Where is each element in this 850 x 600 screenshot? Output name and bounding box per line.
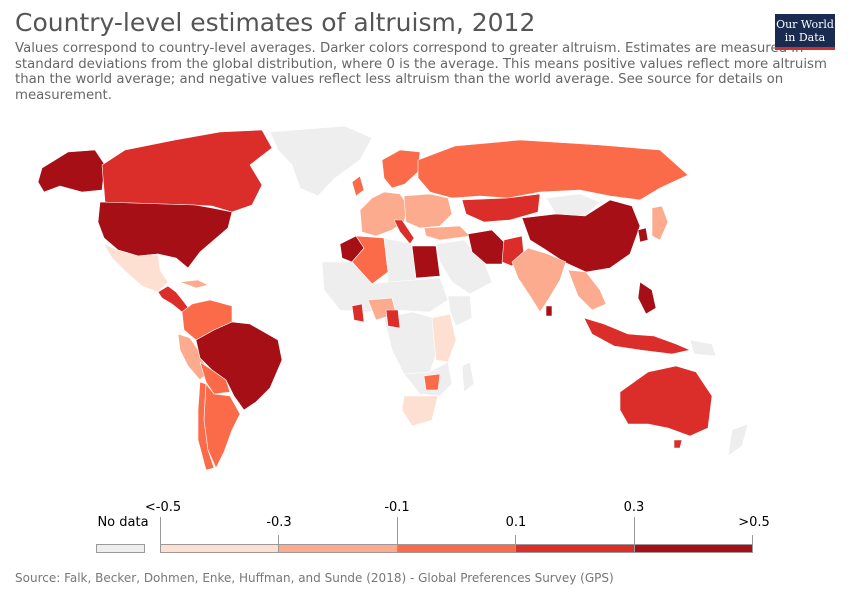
- legend-break-1: -0.3: [266, 515, 292, 530]
- legend-swatch-2: [278, 544, 398, 553]
- region-indonesia[interactable]: [583, 317, 691, 355]
- region-argentina[interactable]: [203, 383, 241, 469]
- legend-break-4: 0.3: [623, 500, 645, 515]
- region-korea[interactable]: [637, 227, 649, 243]
- chart-subtitle: Values correspond to country-level avera…: [15, 41, 827, 103]
- region-mexico[interactable]: [103, 243, 169, 293]
- region-india[interactable]: [511, 247, 567, 313]
- region-east-africa[interactable]: [431, 313, 457, 363]
- legend-no-data-swatch: [96, 544, 145, 553]
- legend-swatch-4: [515, 544, 635, 553]
- region-scandinavia[interactable]: [381, 149, 421, 189]
- region-australia[interactable]: [619, 365, 713, 437]
- region-zimbabwe[interactable]: [423, 373, 441, 391]
- region-russia[interactable]: [417, 139, 689, 201]
- world-map: [37, 125, 749, 471]
- legend: No data <-0.5 -0.3 -0.1 0.1 0.3 >0.5: [0, 495, 850, 565]
- owid-logo[interactable]: Our World in Data: [775, 14, 835, 50]
- region-bolivia[interactable]: [199, 361, 231, 395]
- region-china[interactable]: [521, 199, 641, 273]
- legend-tick-4: [634, 517, 635, 553]
- region-new-zealand[interactable]: [727, 423, 749, 457]
- legend-swatch-1: [160, 544, 279, 553]
- legend-tick-2: [397, 517, 398, 553]
- source-note[interactable]: Source: Falk, Becker, Dohmen, Enke, Huff…: [15, 571, 614, 585]
- region-ghana[interactable]: [351, 303, 365, 323]
- region-tasmania[interactable]: [673, 439, 683, 449]
- region-usa[interactable]: [97, 201, 233, 269]
- legend-break-0: <-0.5: [144, 500, 182, 515]
- region-se-asia[interactable]: [567, 269, 607, 311]
- region-horn-africa[interactable]: [447, 295, 473, 327]
- legend-swatch-3: [397, 544, 516, 553]
- legend-break-2: -0.1: [384, 500, 410, 515]
- legend-tick-0: [160, 517, 161, 553]
- region-middle-east[interactable]: [435, 239, 493, 295]
- region-kazakhstan[interactable]: [461, 193, 541, 223]
- legend-break-5: >0.5: [738, 515, 770, 530]
- region-alaska[interactable]: [37, 149, 106, 193]
- region-papua[interactable]: [689, 339, 717, 357]
- logo-line-1: Our World: [776, 18, 834, 31]
- region-cameroon[interactable]: [385, 309, 401, 329]
- region-egypt[interactable]: [411, 245, 441, 279]
- region-italy[interactable]: [393, 219, 415, 245]
- legend-no-data-label: No data: [97, 515, 149, 530]
- region-turkey[interactable]: [423, 225, 471, 241]
- region-caribbean[interactable]: [179, 279, 209, 289]
- legend-swatch-5: [634, 544, 753, 553]
- region-canada[interactable]: [101, 129, 273, 213]
- region-central-america[interactable]: [157, 285, 191, 313]
- region-iran[interactable]: [467, 229, 507, 265]
- region-greenland[interactable]: [269, 125, 373, 197]
- region-sri-lanka[interactable]: [545, 305, 553, 317]
- legend-break-3: 0.1: [505, 515, 527, 530]
- region-philippines[interactable]: [637, 281, 657, 315]
- region-madagascar[interactable]: [461, 361, 475, 393]
- region-eastern-europe[interactable]: [403, 193, 453, 229]
- region-south-africa[interactable]: [401, 395, 439, 427]
- region-uk[interactable]: [351, 175, 365, 197]
- region-libya[interactable]: [383, 237, 417, 283]
- logo-line-2: in Data: [784, 31, 826, 44]
- chart-title: Country-level estimates of altruism, 201…: [15, 8, 536, 37]
- region-japan[interactable]: [651, 205, 669, 241]
- region-mongolia[interactable]: [545, 193, 601, 217]
- region-west-africa[interactable]: [321, 261, 449, 313]
